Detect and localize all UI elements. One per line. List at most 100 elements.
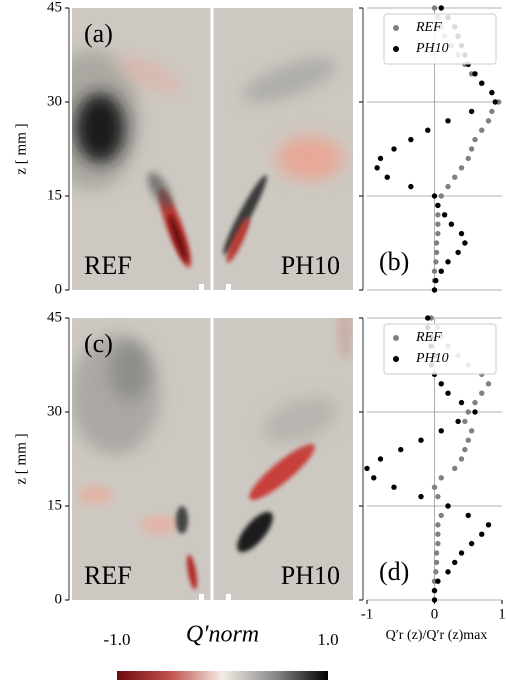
- legend-marker: [393, 356, 399, 362]
- point: [377, 155, 384, 162]
- point: [431, 287, 438, 293]
- point: [408, 136, 414, 143]
- case-label: PH10: [281, 561, 340, 590]
- point: [435, 230, 441, 237]
- field-structure: [147, 172, 173, 208]
- y-tick-label: 30: [47, 93, 62, 109]
- point: [431, 5, 438, 11]
- legend-marker: [393, 335, 399, 341]
- point: [472, 399, 478, 406]
- point: [462, 418, 468, 425]
- field-structure: [168, 214, 188, 262]
- point: [364, 465, 370, 472]
- point: [431, 193, 438, 199]
- point: [438, 512, 444, 519]
- point: [452, 465, 458, 472]
- field-structure: [176, 506, 188, 534]
- x-tick-label: 1: [498, 606, 506, 622]
- point: [468, 428, 475, 434]
- point: [433, 277, 439, 284]
- point: [435, 578, 441, 584]
- point: [431, 587, 438, 594]
- point: [431, 268, 438, 274]
- point: [448, 221, 455, 227]
- point: [438, 5, 444, 11]
- point: [462, 446, 468, 453]
- legend-marker: [393, 46, 399, 52]
- field-structure: [237, 511, 273, 553]
- point: [468, 146, 475, 152]
- legend-label: PH10: [415, 351, 449, 366]
- nozzle: [226, 284, 231, 290]
- colorbar-tick-label: -1.0: [104, 630, 131, 649]
- point: [374, 165, 380, 171]
- field-structure: [186, 554, 198, 590]
- field-structure: [261, 396, 339, 444]
- point: [433, 559, 440, 566]
- point: [377, 456, 384, 462]
- point: [479, 80, 485, 86]
- colorbar-tick-label: 1.0: [317, 630, 338, 649]
- point: [445, 503, 451, 509]
- point: [431, 597, 438, 603]
- field: [72, 318, 353, 590]
- point: [445, 259, 451, 265]
- point: [445, 118, 451, 124]
- point: [438, 268, 444, 274]
- point: [455, 418, 461, 425]
- point: [489, 108, 495, 115]
- point: [445, 183, 451, 190]
- point: [452, 559, 458, 566]
- field-structure: [226, 217, 250, 263]
- point: [435, 531, 441, 537]
- point: [435, 212, 441, 218]
- point: [489, 89, 495, 96]
- point: [391, 484, 397, 490]
- point: [458, 456, 465, 462]
- point: [433, 259, 439, 265]
- y-tick-label: 45: [47, 0, 62, 15]
- field-structure: [276, 136, 344, 180]
- point: [465, 437, 471, 443]
- point: [479, 127, 485, 133]
- y-tick-label: 15: [47, 497, 62, 513]
- point: [433, 249, 440, 256]
- point: [433, 569, 439, 575]
- nozzle: [226, 594, 231, 600]
- y-tick-label: 45: [47, 309, 62, 325]
- point: [455, 249, 461, 256]
- point: [479, 390, 485, 396]
- point: [418, 493, 424, 500]
- case-label: REF: [84, 251, 132, 280]
- point: [458, 399, 465, 406]
- point: [458, 165, 465, 171]
- point: [465, 155, 471, 162]
- field-structure: [249, 443, 315, 501]
- field-structure: [77, 485, 113, 505]
- point: [371, 475, 377, 481]
- panel-label: (a): [84, 19, 113, 48]
- y-tick-label: 30: [47, 403, 62, 419]
- y-tick-label: 0: [55, 591, 63, 607]
- point: [425, 315, 431, 321]
- point: [492, 99, 498, 105]
- point: [462, 240, 468, 246]
- heatmap-panel: [72, 8, 353, 290]
- point: [465, 409, 471, 415]
- y-axis-label: z [ mm ]: [13, 433, 29, 484]
- point: [433, 240, 440, 246]
- legend-label: REF: [415, 330, 442, 345]
- point: [431, 484, 438, 490]
- case-label: REF: [84, 561, 132, 590]
- y-tick-label: 15: [47, 187, 62, 203]
- point: [445, 390, 451, 396]
- point: [438, 475, 444, 481]
- point: [441, 212, 448, 218]
- point: [485, 381, 492, 387]
- field-structure: [75, 93, 125, 163]
- legend-label: PH10: [415, 41, 449, 56]
- panel-label: (d): [379, 557, 409, 586]
- point: [458, 550, 465, 556]
- point: [485, 522, 492, 528]
